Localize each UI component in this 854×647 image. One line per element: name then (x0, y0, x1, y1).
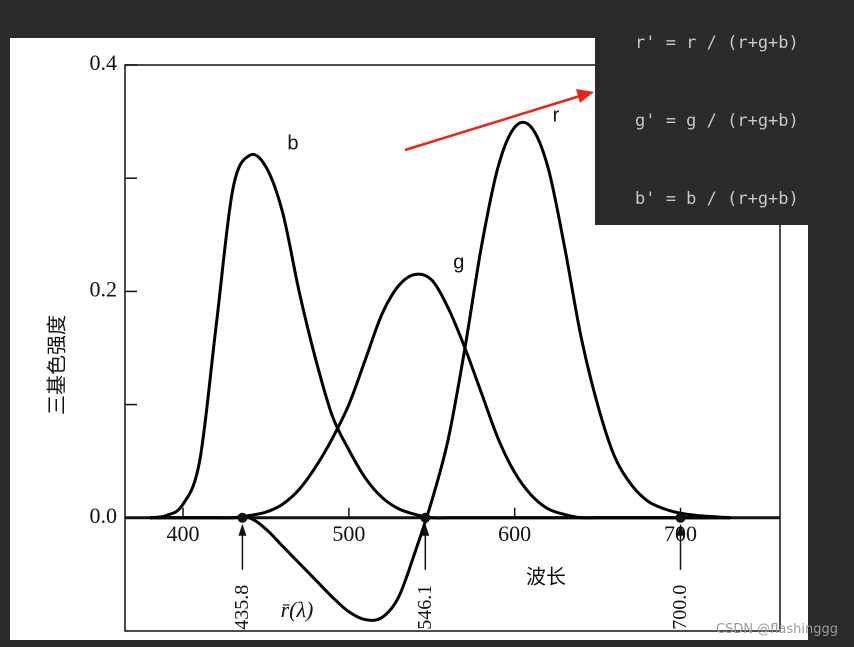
primary-dot (237, 512, 248, 523)
arrow-head (576, 89, 594, 103)
formula: b' = b / (r+g+b) (635, 189, 799, 209)
formula: r' = r / (r+g+b) (635, 33, 799, 53)
plot-frame (124, 64, 781, 632)
x-tick-label: 500 (332, 521, 365, 546)
primary-dot (420, 512, 431, 523)
watermark: CSDN @flashinggg (716, 622, 838, 637)
formula: g' = g / (r+g+b) (635, 111, 799, 131)
formula-box (595, 10, 825, 225)
x-axis-label: 波长 (526, 565, 566, 589)
primary-dot (675, 512, 686, 523)
x-tick-label: 600 (498, 521, 531, 546)
negative-curve-label: r̄(λ) (281, 597, 314, 622)
primary-label: 435.8 (231, 585, 253, 630)
y-tick-label: 0.2 (90, 276, 118, 301)
curve-label: b (287, 133, 298, 155)
curve (149, 272, 731, 520)
arrow (404, 94, 581, 152)
primary-arrow-head (676, 523, 685, 536)
y-tick-label: 0.0 (90, 503, 118, 528)
y-axis-label: 三基色强度 (45, 315, 69, 415)
primary-label: 546.1 (414, 585, 436, 630)
primary-arrow-head (421, 523, 430, 536)
curve (149, 120, 731, 622)
curve-label: r (553, 104, 560, 126)
x-tick-label: 400 (167, 521, 200, 546)
primary-arrow-head (238, 523, 247, 536)
y-tick-label: 0.4 (90, 50, 118, 75)
primary-label: 700.0 (669, 585, 691, 630)
curve-label: g (453, 251, 464, 273)
